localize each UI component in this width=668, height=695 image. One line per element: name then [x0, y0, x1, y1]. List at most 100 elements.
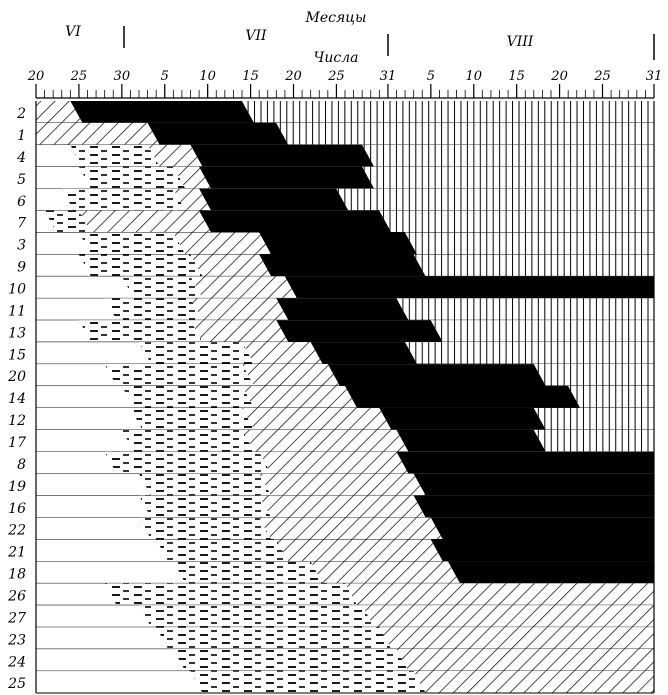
phase-3-bar: [242, 407, 392, 430]
phase-5-bar: [362, 166, 654, 189]
phase-4-bar: [430, 517, 654, 540]
x-tick-label: 20: [27, 69, 45, 84]
x-tick-label: 25: [327, 69, 345, 84]
x-tick-label: 25: [593, 69, 611, 84]
row-label: 2: [16, 106, 26, 122]
row-labels: 2145673910111315201412178191622211826272…: [7, 106, 26, 692]
phase-3-bar: [310, 561, 461, 584]
phase-2-bar: [104, 583, 358, 606]
phase-5-bar: [533, 429, 654, 452]
phase-4-bar: [199, 188, 349, 211]
phase-2-bar: [156, 539, 289, 562]
phase-3-bar: [173, 232, 272, 255]
phase-5-bar: [413, 254, 654, 277]
row-label: 18: [8, 567, 26, 583]
row-label: 14: [8, 391, 26, 407]
x-tick-label: 10: [465, 69, 482, 84]
phase-2-bar: [78, 166, 186, 189]
months-title: Месяцы: [305, 10, 367, 26]
phase-3-bar: [276, 539, 443, 562]
phase-3-bar: [379, 627, 654, 650]
phase-4-bar: [199, 210, 392, 233]
phase-3-bar: [396, 649, 654, 672]
row-13: [36, 320, 654, 343]
phase-5-bar: [430, 320, 654, 343]
row-8: [36, 451, 654, 475]
row-label: 26: [7, 588, 26, 604]
row-2: [36, 101, 654, 124]
row-20: [36, 364, 654, 387]
phase-2-bar: [130, 407, 255, 430]
phase-4-bar: [190, 144, 375, 167]
phase-3-bar: [259, 495, 426, 518]
phase-4-bar: [70, 101, 255, 123]
phase-4-bar: [396, 451, 654, 474]
phase-2-bar: [139, 473, 272, 496]
row-label: 5: [17, 172, 26, 188]
phase-2-bar: [139, 495, 272, 518]
phase-4-bar: [310, 342, 418, 365]
month-label-vii: VII: [245, 28, 267, 44]
row-22: [36, 517, 654, 541]
month-label-vi: VI: [65, 24, 81, 40]
x-axis-ticks: 20 25 30 5 10 15 20 25 31 5 10 15 20 25 31: [27, 69, 663, 99]
row-label: 4: [16, 150, 26, 166]
row-23: [36, 627, 654, 650]
phase-2-bar: [173, 561, 323, 584]
row-15: [36, 342, 654, 365]
phase-5-bar: [533, 407, 654, 430]
row-17: [36, 429, 654, 453]
phase-2-bar: [139, 342, 255, 365]
phase-3-bar: [78, 210, 212, 233]
x-tick-label: 20: [550, 69, 568, 84]
phase-3-bar: [242, 429, 409, 452]
phase-3-bar: [190, 276, 297, 299]
row-18: [36, 561, 654, 584]
phase-2-bar: [121, 429, 255, 452]
phase-2-bar: [139, 605, 375, 628]
row-19: [36, 473, 654, 497]
row-9: [36, 254, 654, 277]
phase-4-bar: [259, 254, 426, 277]
phase-2-bar: [78, 254, 203, 277]
row-label: 17: [8, 435, 26, 451]
phase-5-bar: [405, 342, 654, 365]
phase-3-bar: [173, 188, 212, 211]
phase-3-bar: [345, 583, 654, 606]
phase-4-bar: [430, 539, 654, 562]
phase-2-bar: [78, 232, 186, 255]
row-label: 12: [8, 413, 26, 429]
row-10: [36, 276, 654, 299]
phase-4-bar: [199, 166, 375, 189]
phase-3-bar: [413, 671, 654, 693]
row-label: 8: [17, 457, 26, 473]
bars: [35, 101, 655, 694]
phase-4-bar: [413, 473, 654, 496]
phase-2-bar: [104, 364, 255, 387]
row-label: 24: [7, 654, 26, 670]
row-14: [36, 386, 654, 409]
row-12: [36, 407, 654, 431]
phase-3-bar: [190, 298, 289, 321]
row-11: [36, 298, 654, 321]
month-label-viii: VIII: [507, 34, 534, 50]
phase-3-bar: [190, 320, 289, 343]
row-1: [36, 122, 654, 146]
phase-4-bar: [276, 298, 409, 321]
row-label: 13: [8, 325, 26, 341]
row-label: 27: [7, 610, 26, 626]
phase-2-bar: [190, 671, 426, 693]
x-tick-label: 5: [161, 69, 169, 84]
phase-5-bar: [533, 364, 654, 387]
row-label: 22: [7, 523, 26, 539]
days-title: Числа: [314, 50, 359, 66]
phase-2-bar: [61, 188, 186, 211]
phase-2-bar: [104, 298, 203, 321]
row-label: 9: [17, 260, 26, 276]
x-tick-label: 31: [646, 69, 663, 84]
row-24: [36, 649, 654, 672]
phase-4-bar: [284, 276, 654, 299]
phase-3-bar: [242, 342, 323, 365]
phase-3-bar: [36, 122, 160, 145]
